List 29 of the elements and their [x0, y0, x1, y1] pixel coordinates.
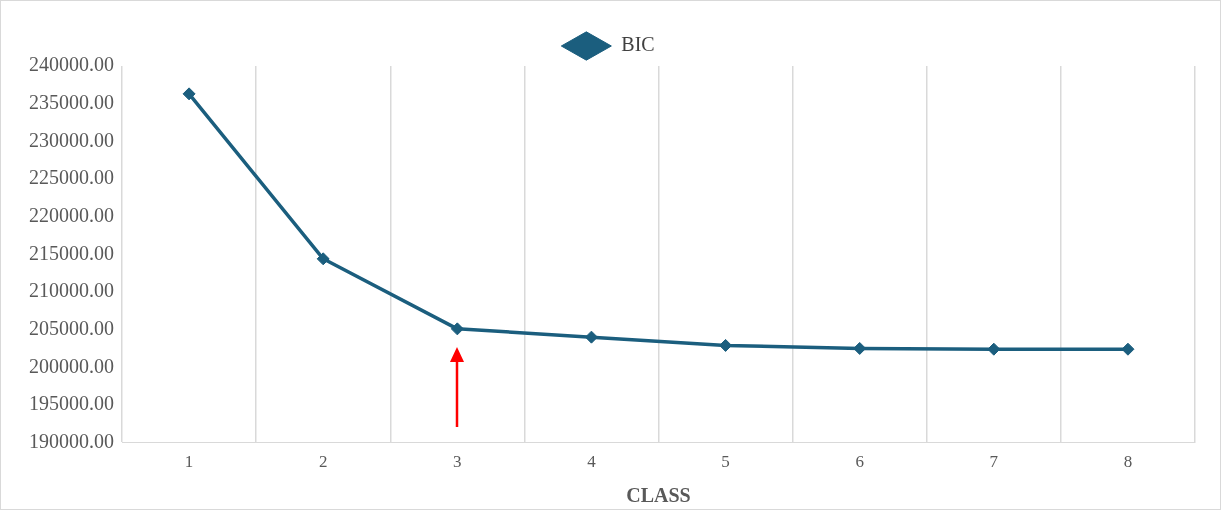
y-tick-label: 210000.00 [29, 279, 114, 302]
x-tick-label: 1 [184, 452, 194, 472]
y-tick-label: 240000.00 [29, 53, 114, 76]
y-tick-label: 190000.00 [29, 429, 114, 452]
point [853, 341, 867, 355]
point [584, 330, 598, 344]
x-tick-label: 5 [721, 452, 730, 472]
point [316, 252, 330, 266]
point [450, 322, 464, 336]
x-tick-label: 2 [318, 452, 328, 472]
point [719, 338, 733, 352]
x-tick-label: 8 [1123, 452, 1133, 472]
y-tick-label: 225000.00 [29, 166, 114, 189]
point [182, 87, 196, 101]
y-tick-label: 205000.00 [29, 316, 114, 339]
x-axis-title: CLASS [626, 484, 691, 507]
point [1121, 342, 1135, 356]
x-tick-label: 4 [587, 452, 597, 472]
y-tick-label: 215000.00 [29, 241, 114, 264]
y-tick-label: 235000.00 [29, 90, 114, 113]
y-tick-label: 195000.00 [29, 392, 114, 415]
x-tick-label: 3 [453, 452, 462, 472]
y-tick-label: 230000.00 [29, 128, 114, 151]
x-tick-label: 7 [989, 452, 999, 472]
y-tick-label: 220000.00 [29, 203, 114, 226]
y-tick-label: 200000.00 [29, 354, 114, 377]
legend-label: BIC [621, 33, 655, 56]
x-tick-label: 6 [855, 452, 864, 472]
point [987, 342, 1001, 356]
